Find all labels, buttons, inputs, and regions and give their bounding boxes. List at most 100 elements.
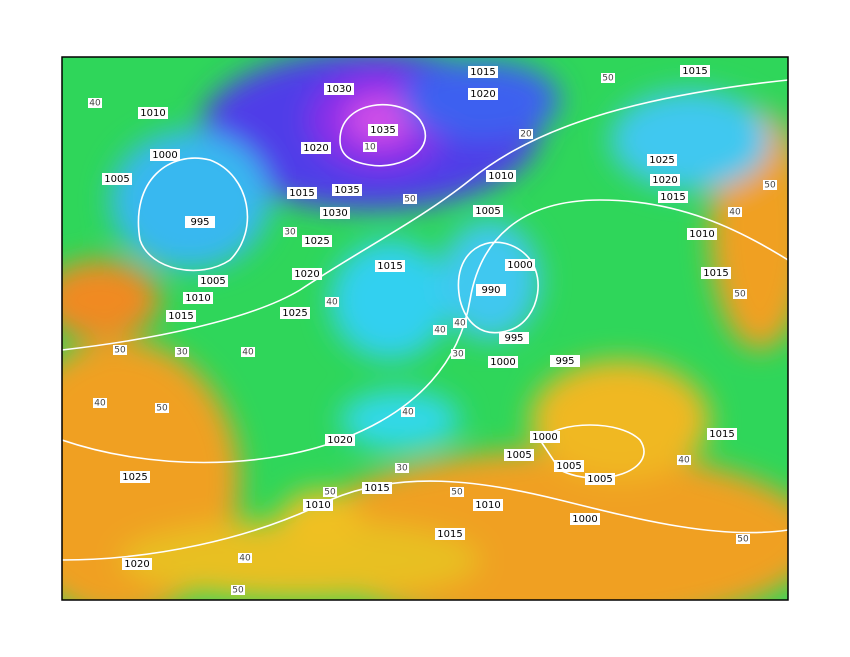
- thickness-label-box: [453, 318, 467, 328]
- isobar-label: 1010: [488, 171, 513, 182]
- thickness-label-box: [401, 407, 415, 417]
- isobar-label: 1005: [200, 276, 225, 287]
- thickness-label: 50: [451, 488, 463, 498]
- thickness-label: 50: [734, 290, 746, 300]
- isobar-label-box: [302, 235, 332, 247]
- isobar-label: 1005: [104, 174, 129, 185]
- isobar-label: 1020: [327, 435, 352, 446]
- isobar-label-box: [166, 310, 196, 322]
- thickness-label: 40: [89, 99, 101, 109]
- thickness-label-box: [88, 98, 102, 108]
- thickness-label: 50: [114, 346, 126, 356]
- isobar-label-box: [530, 431, 560, 443]
- isobar-label: 1005: [506, 450, 531, 461]
- thickness-label-box: [175, 347, 189, 357]
- thickness-label-box: [601, 73, 615, 83]
- isobar-label: 1015: [377, 261, 402, 272]
- isobar-label: 1015: [437, 529, 462, 540]
- isobar-label: 1010: [475, 500, 500, 511]
- isobar-label-box: [301, 142, 331, 154]
- isobar-label-box: [198, 275, 228, 287]
- isobar-label-box: [687, 228, 717, 240]
- isobar-label-box: [185, 216, 215, 228]
- isobar-label-box: [303, 499, 333, 511]
- thickness-label: 50: [404, 195, 416, 205]
- isobar-label-box: [647, 154, 677, 166]
- isobar-label-box: [701, 267, 731, 279]
- isobar-label: 995: [190, 217, 209, 228]
- thickness-label-box: [283, 227, 297, 237]
- thickness-label: 50: [764, 181, 776, 191]
- isobar-label: 1015: [703, 268, 728, 279]
- isobar-label: 1000: [572, 514, 597, 525]
- isobar-label-box: [468, 88, 498, 100]
- thickness-label-box: [323, 487, 337, 497]
- isobar-label: 1015: [364, 483, 389, 494]
- thickness-label: 40: [239, 554, 251, 564]
- thickness-label: 40: [454, 319, 466, 329]
- thickness-label: 30: [176, 348, 188, 358]
- thickness-label-box: [238, 553, 252, 563]
- thickness-label-box: [403, 194, 417, 204]
- isobar-label: 1000: [507, 260, 532, 271]
- thickness-label-box: [433, 325, 447, 335]
- isobar-label-box: [486, 170, 516, 182]
- isobar-label-box: [499, 332, 529, 344]
- thickness-label-box: [728, 207, 742, 217]
- isobar-label-box: [505, 259, 535, 271]
- isobar-label: 1015: [709, 429, 734, 440]
- isobar-label-box: [468, 66, 498, 78]
- isobar-label-box: [473, 205, 503, 217]
- isobar-label: 1015: [660, 192, 685, 203]
- isobar-label: 1035: [334, 185, 359, 196]
- isobar-label-box: [320, 207, 350, 219]
- isobar-label: 1020: [294, 269, 319, 280]
- isobar-label-box: [658, 191, 688, 203]
- map-frame: [61, 56, 789, 601]
- isobar-label-box: [183, 292, 213, 304]
- isobar-label: 1025: [304, 236, 329, 247]
- thickness-label-box: [677, 455, 691, 465]
- thickness-label: 40: [402, 408, 414, 418]
- isobar-label-box: [554, 460, 584, 472]
- isobar-label: 1005: [475, 206, 500, 217]
- thickness-label: 40: [434, 326, 446, 336]
- isobar-label-box: [138, 107, 168, 119]
- isobar-label-box: [476, 284, 506, 296]
- isobar-label: 1020: [303, 143, 328, 154]
- isobar-label: 1015: [470, 67, 495, 78]
- isobar-label: 1010: [689, 229, 714, 240]
- isobar-label-box: [368, 124, 398, 136]
- thickness-label: 40: [729, 208, 741, 218]
- isobar-label-box: [375, 260, 405, 272]
- thickness-label: 40: [94, 399, 106, 409]
- thickness-label: 50: [737, 535, 749, 545]
- isobar-label: 1015: [168, 311, 193, 322]
- isobar-label: 1015: [682, 66, 707, 77]
- thickness-label: 10: [364, 143, 376, 153]
- isobar-label-box: [292, 268, 322, 280]
- isobar-label-box: [362, 482, 392, 494]
- isobar-label: 1010: [140, 108, 165, 119]
- thickness-label-box: [113, 345, 127, 355]
- isobar-label: 1030: [322, 208, 347, 219]
- isobar-label: 1010: [185, 293, 210, 304]
- thickness-label-box: [733, 289, 747, 299]
- isobar-label: 1000: [490, 357, 515, 368]
- thickness-label: 40: [678, 456, 690, 466]
- isobar-label: 1025: [282, 308, 307, 319]
- thickness-label: 40: [326, 298, 338, 308]
- isobar-label: 995: [555, 356, 574, 367]
- isobar-label-box: [325, 434, 355, 446]
- isobars: [62, 79, 788, 561]
- isobar-label: 1000: [152, 150, 177, 161]
- thickness-label-box: [155, 403, 169, 413]
- isobar-label: 1025: [649, 155, 674, 166]
- thickness-label-box: [231, 585, 245, 595]
- isobar-label: 1020: [652, 175, 677, 186]
- isobar-label-box: [570, 513, 600, 525]
- isobar-label: 1030: [326, 84, 351, 95]
- isobar-label-box: [435, 528, 465, 540]
- isobar-label-box: [504, 449, 534, 461]
